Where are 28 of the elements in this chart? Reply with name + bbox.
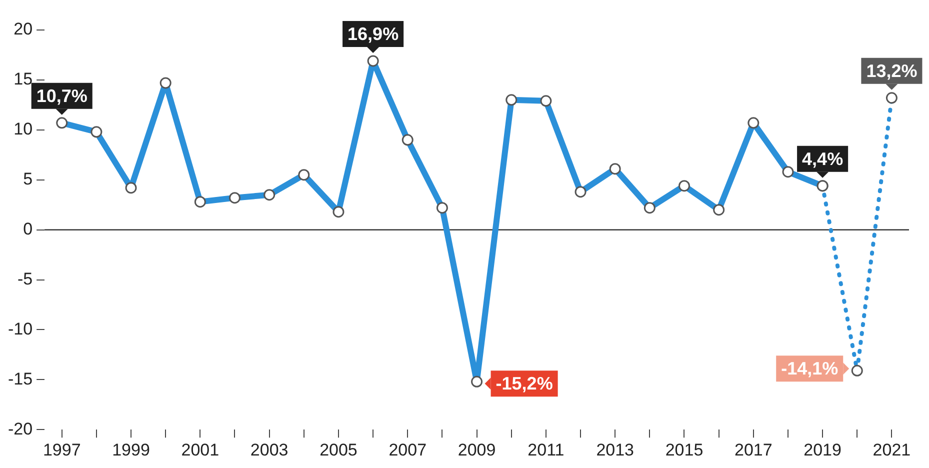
data-label: 4,4%	[802, 148, 844, 169]
x-tick-label: 2021	[872, 440, 911, 460]
data-label: 10,7%	[36, 86, 88, 106]
x-tick-label: 1997	[42, 440, 81, 460]
x-tick-label: 2009	[458, 440, 496, 460]
data-label: -15,2%	[496, 374, 553, 394]
data-label: 13,2%	[866, 60, 918, 81]
x-tick-label: 2007	[388, 440, 427, 460]
x-tick-label: 2001	[181, 440, 220, 460]
data-label: -14,1%	[781, 358, 838, 379]
x-tick-label: 2015	[665, 440, 704, 460]
y-tick-label: 5	[23, 170, 33, 189]
x-tick-label: 2013	[596, 440, 634, 460]
y-tick-label: -5	[17, 269, 33, 288]
x-tick-label: 2019	[804, 440, 842, 460]
y-tick-label: 15	[14, 70, 33, 89]
y-tick-label: 10	[14, 120, 33, 139]
x-tick-label: 2017	[734, 440, 772, 460]
y-tick-label: 0	[23, 219, 33, 238]
x-tick-label: 2005	[320, 440, 358, 460]
y-tick-label: -20	[8, 419, 33, 438]
data-label: 16,9%	[348, 24, 399, 44]
y-tick-label: -15	[8, 369, 33, 388]
y-tick-label: 20	[14, 20, 33, 39]
y-tick-label: -10	[8, 319, 33, 338]
x-tick-label: 2011	[528, 440, 564, 460]
x-tick-label: 1999	[112, 440, 150, 460]
x-tick-label: 2003	[250, 440, 288, 460]
